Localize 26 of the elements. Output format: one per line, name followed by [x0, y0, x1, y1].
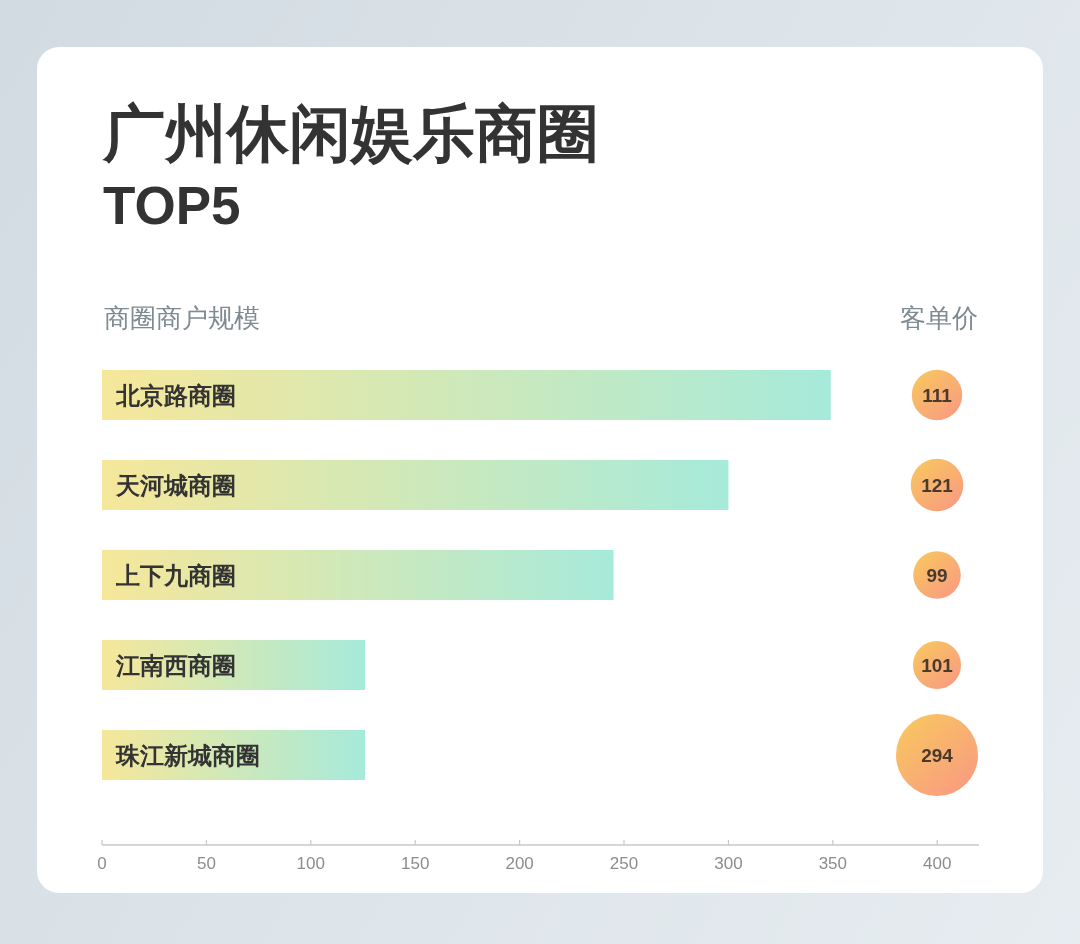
x-axis-title: 商圈商户规模: [104, 303, 260, 333]
x-tick-label: 250: [609, 854, 639, 873]
data-label: 101: [921, 654, 954, 676]
y-tick-label: 珠江新城商圈: [115, 741, 260, 769]
x-tick-label: 0: [97, 854, 107, 873]
y-tick-label: 上下九商圈: [115, 561, 236, 589]
chart-subtitle: TOP5: [103, 176, 241, 235]
x-tick-label: 150: [401, 854, 430, 873]
bar: [102, 550, 614, 600]
data-label: 121: [921, 474, 954, 496]
bar: [102, 460, 729, 510]
x-tick-label: 350: [818, 854, 848, 873]
data-label: 99: [926, 564, 948, 586]
x-tick-label: 200: [505, 854, 534, 873]
x-tick-label: 400: [923, 854, 952, 873]
data-label: 111: [922, 384, 953, 406]
y-tick-label: 江南西商圈: [115, 651, 236, 679]
text: 客单价: [900, 303, 978, 333]
y-tick-label: 天河城商圈: [115, 471, 236, 499]
bar: [102, 370, 831, 420]
data-label: 294: [921, 744, 954, 766]
chart-title: 广州休闲娱乐商圈: [102, 99, 599, 168]
x-tick-label: 50: [196, 854, 216, 873]
y-tick-label: 北京路商圈: [115, 381, 236, 409]
x-tick-label: 100: [296, 854, 325, 873]
x-tick-label: 300: [714, 854, 743, 873]
